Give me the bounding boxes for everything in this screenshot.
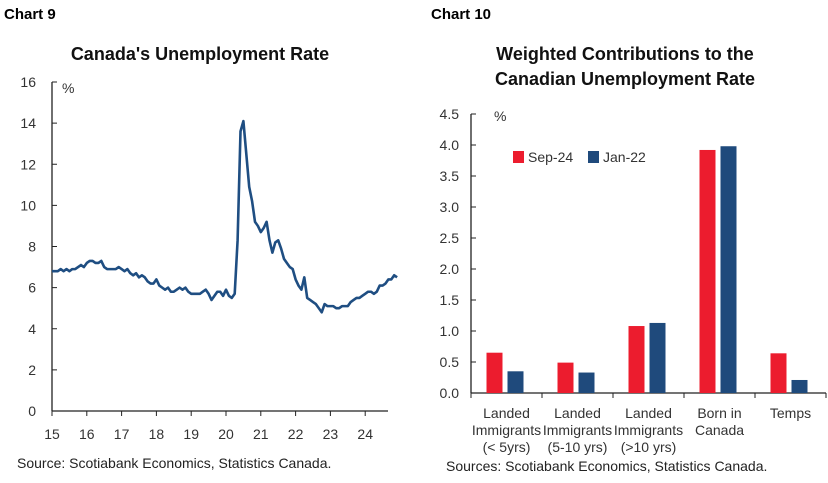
chart9-x-tick-label: 18	[149, 426, 165, 442]
chart10-category-label: Landed	[554, 405, 601, 421]
chart10-category-label: (>10 yrs)	[621, 439, 677, 455]
chart9-y-tick-label: 10	[20, 197, 36, 213]
chart9-x-tick-label: 23	[323, 426, 339, 442]
chart10-bar-sep-24	[486, 352, 503, 393]
chart10-y-tick-label: 4.0	[440, 137, 460, 153]
chart9-y-tick-label: 14	[20, 115, 36, 131]
chart9-y-tick-label: 2	[28, 362, 36, 378]
chart9-label: Chart 9	[4, 6, 56, 23]
chart9-y-tick-label: 16	[20, 74, 36, 90]
chart10-bar-sep-24	[557, 362, 574, 393]
chart10-legend-swatch	[513, 151, 524, 163]
chart9-x-tick-label: 24	[357, 426, 373, 442]
chart10-category-label: Canada	[695, 422, 744, 438]
chart10-y-tick-label: 1.0	[440, 323, 460, 339]
chart10-legend-label: Jan-22	[603, 149, 646, 165]
chart10-y-unit: %	[494, 108, 506, 124]
chart10-source: Sources: Scotiabank Economics, Statistic…	[446, 458, 768, 474]
chart9-y-tick-label: 0	[28, 403, 36, 419]
chart10-y-tick-label: 3.0	[440, 199, 460, 215]
chart10-bar-jan-22	[720, 146, 737, 393]
chart10-category-label: Temps	[770, 405, 811, 421]
chart10-category-label: Immigrants	[614, 422, 683, 438]
chart9-x-tick-label: 20	[218, 426, 234, 442]
chart10-label: Chart 10	[431, 6, 492, 23]
chart10-title-line2: Canadian Unemployment Rate	[494, 69, 756, 89]
chart9-y-tick-label: 4	[28, 321, 36, 337]
chart10-legend-label: Sep-24	[528, 149, 573, 165]
chart10-category-label: Landed	[625, 405, 672, 421]
chart10-bar-sep-24	[770, 353, 787, 393]
chart9-x-tick-label: 16	[79, 426, 95, 442]
chart10-bar-jan-22	[791, 379, 808, 393]
chart10-y-tick-label: 2.5	[440, 230, 460, 246]
chart9-y-tick-label: 8	[28, 239, 36, 255]
chart10-bar-jan-22	[649, 322, 666, 393]
chart10-legend-swatch	[588, 151, 599, 163]
chart9-x-tick-label: 19	[183, 426, 199, 442]
chart9-x-tick-label: 17	[114, 426, 130, 442]
chart10-bar-sep-24	[628, 326, 645, 393]
chart10-y-tick-label: 2.0	[440, 261, 460, 277]
chart10-title: Weighted Contributions to the Canadian U…	[440, 42, 810, 92]
chart9-title: Canada's Unemployment Rate	[70, 44, 330, 64]
chart10-category-label: (< 5yrs)	[483, 439, 531, 455]
chart10-bar-jan-22	[507, 371, 524, 393]
chart10-y-tick-label: 3.5	[440, 168, 460, 184]
chart10-category-label: Immigrants	[472, 422, 541, 438]
chart10-category-label: Landed	[483, 405, 530, 421]
chart10-category-label: (5-10 yrs)	[548, 439, 608, 455]
chart10-y-tick-label: 0.0	[440, 385, 460, 401]
chart10-bar-jan-22	[578, 372, 595, 393]
chart10-y-tick-label: 4.5	[440, 106, 460, 122]
chart10-category-label: Born in	[697, 405, 741, 421]
chart9-line-series	[52, 119, 398, 314]
chart10-category-label: Immigrants	[543, 422, 612, 438]
chart10-bar-sep-24	[699, 149, 716, 393]
chart9-x-tick-label: 22	[288, 426, 304, 442]
chart10-y-tick-label: 1.5	[440, 292, 460, 308]
chart9-x-tick-label: 21	[253, 426, 269, 442]
chart9-source: Source: Scotiabank Economics, Statistics…	[17, 455, 332, 471]
chart9-y-tick-label: 6	[28, 280, 36, 296]
chart9-y-unit: %	[62, 80, 74, 96]
chart9-x-tick-label: 15	[44, 426, 60, 442]
chart9-y-tick-label: 12	[20, 156, 36, 172]
chart10-title-line1: Weighted Contributions to the	[496, 44, 754, 64]
chart10-y-tick-label: 0.5	[440, 354, 460, 370]
